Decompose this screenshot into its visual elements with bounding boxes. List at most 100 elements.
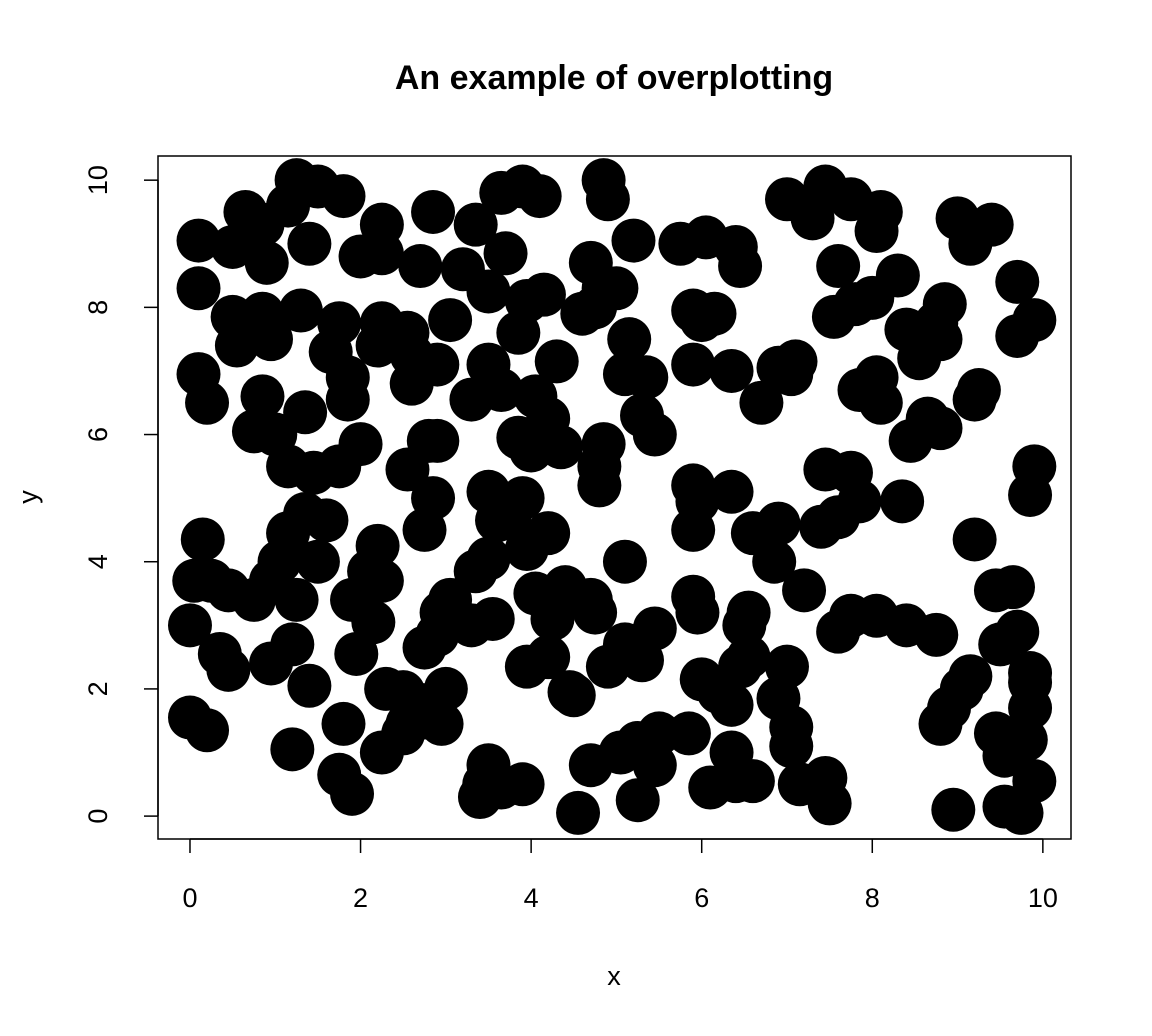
point — [581, 422, 626, 467]
point — [359, 231, 404, 276]
point — [278, 288, 323, 333]
point — [513, 571, 558, 616]
point — [854, 209, 899, 254]
chart-title: An example of overplotting — [395, 59, 833, 97]
point — [709, 348, 754, 393]
point — [807, 781, 852, 826]
point — [752, 539, 797, 584]
x-tick-label: 8 — [865, 883, 880, 913]
point — [769, 724, 814, 769]
point — [526, 635, 571, 680]
point — [982, 733, 1027, 778]
point — [671, 507, 716, 552]
point — [402, 695, 447, 740]
point — [283, 390, 328, 435]
point — [287, 663, 332, 708]
point — [398, 244, 443, 289]
point — [453, 549, 498, 594]
point — [624, 355, 669, 400]
point — [402, 625, 447, 670]
y-axis-label: y — [13, 490, 43, 504]
point — [453, 202, 498, 247]
point — [538, 425, 583, 470]
point — [952, 517, 997, 562]
y-tick-label: 2 — [83, 681, 113, 696]
point — [858, 380, 903, 425]
point — [764, 644, 809, 689]
point — [952, 377, 997, 422]
point — [585, 177, 630, 222]
point — [330, 771, 375, 816]
point — [577, 463, 622, 508]
point — [321, 701, 366, 746]
point — [521, 272, 566, 317]
point — [632, 412, 677, 457]
y-tick-label: 0 — [83, 809, 113, 824]
point — [560, 291, 605, 336]
point — [709, 682, 754, 727]
point — [991, 565, 1036, 610]
point — [359, 730, 404, 775]
point — [607, 317, 652, 362]
point — [206, 568, 251, 613]
point — [799, 504, 844, 549]
point — [602, 539, 647, 584]
x-axis-label: x — [607, 961, 621, 991]
point — [185, 380, 230, 425]
point — [249, 317, 294, 362]
x-tick-label: 6 — [694, 883, 709, 913]
point — [816, 244, 861, 289]
point — [918, 406, 963, 451]
point — [602, 622, 647, 667]
point — [1008, 472, 1053, 517]
y-tick-label: 10 — [83, 165, 113, 195]
point — [517, 174, 562, 219]
point — [428, 298, 473, 343]
point — [999, 790, 1044, 835]
point — [355, 523, 400, 568]
point — [475, 498, 520, 543]
point — [692, 291, 737, 336]
point — [176, 266, 221, 311]
point — [914, 612, 959, 657]
point — [995, 259, 1040, 304]
point — [978, 622, 1023, 667]
point — [730, 759, 775, 804]
point — [483, 231, 528, 276]
point — [534, 339, 579, 384]
point — [675, 590, 720, 635]
point — [875, 253, 920, 298]
point — [573, 590, 618, 635]
point — [611, 218, 656, 263]
point — [918, 317, 963, 362]
point — [568, 743, 613, 788]
point — [244, 240, 289, 285]
point — [270, 727, 315, 772]
point — [206, 647, 251, 692]
point — [496, 310, 541, 355]
point — [266, 183, 311, 228]
y-tick-label: 4 — [83, 554, 113, 569]
point — [769, 352, 814, 397]
point — [918, 701, 963, 746]
point — [214, 323, 259, 368]
point — [722, 603, 767, 648]
point — [594, 266, 639, 311]
point — [504, 527, 549, 572]
point — [185, 708, 230, 753]
x-tick-label: 10 — [1028, 883, 1058, 913]
point — [287, 221, 332, 266]
point — [718, 244, 763, 289]
point — [615, 778, 660, 823]
x-tick-label: 2 — [353, 883, 368, 913]
point — [325, 377, 370, 422]
point — [756, 501, 801, 546]
point — [415, 342, 460, 387]
y-tick-label: 8 — [83, 300, 113, 315]
point — [402, 507, 447, 552]
point — [167, 603, 212, 648]
point — [240, 374, 285, 419]
point — [922, 282, 967, 327]
point — [449, 377, 494, 422]
